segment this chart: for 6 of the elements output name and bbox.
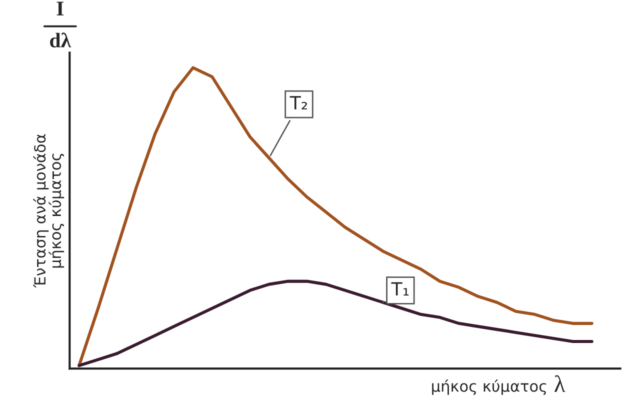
y-axis-title: Ένταση ανά μονάδα μήκος κύματος xyxy=(33,134,64,288)
text: λ xyxy=(554,375,566,392)
x-axis-title: μήκος κύματος xyxy=(432,379,546,395)
text: I dλ xyxy=(50,2,72,48)
text: T₂ xyxy=(290,96,307,110)
series-label: T₁ xyxy=(391,282,409,296)
